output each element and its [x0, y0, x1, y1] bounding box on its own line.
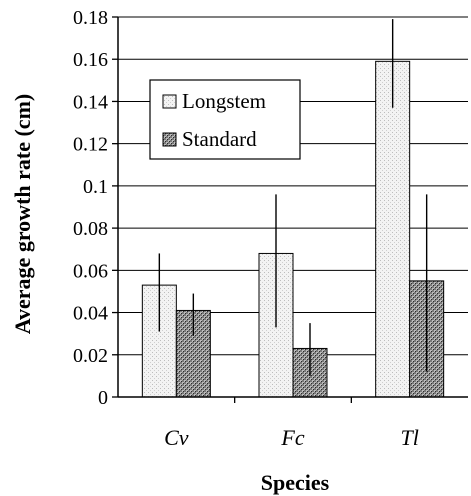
x-tick-label: Tl [400, 425, 418, 450]
legend-swatch-standard [162, 132, 177, 147]
y-tick-label: 0.06 [73, 260, 108, 282]
axes [112, 16, 468, 403]
y-tick-label: 0.04 [73, 303, 108, 325]
legend-swatch-longstem [162, 94, 177, 109]
legend-label-longstem: Longstem [182, 89, 266, 113]
y-tick-label: 0.14 [73, 91, 108, 113]
y-tick-label: 0 [98, 387, 108, 409]
y-tick-label: 0.02 [73, 345, 108, 367]
y-tick-label: 0.12 [73, 134, 108, 156]
x-tick-label: Cv [164, 425, 189, 450]
error-bars [158, 19, 428, 376]
bar-longstem [375, 60, 411, 398]
y-tick-label: 0.08 [73, 218, 108, 240]
x-tick-labels: Cv Fc Tl [164, 425, 419, 450]
y-tick-label: 0.16 [73, 49, 108, 71]
y-axis-title: Average growth rate (cm) [10, 94, 35, 334]
legend-label-standard: Standard [182, 127, 257, 151]
legend: Longstem Standard [149, 79, 301, 160]
x-axis-title: Species [261, 470, 330, 495]
y-tick-label: 0.1 [83, 176, 108, 198]
y-tick-label: 0.18 [73, 7, 108, 29]
x-tick-label: Fc [280, 425, 304, 450]
y-tick-labels: 0 0.02 0.04 0.06 0.08 0.1 0.12 0.14 0.16 0.18 [73, 7, 108, 409]
